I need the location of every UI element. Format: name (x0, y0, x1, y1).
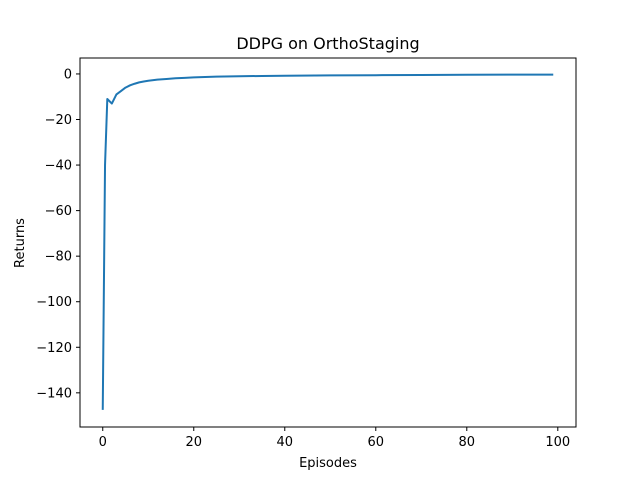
y-tick-label: −40 (45, 159, 72, 174)
y-tick-label: −100 (36, 295, 72, 310)
x-axis-label: Episodes (299, 456, 357, 471)
series-line (101, 73, 554, 410)
plot-area (101, 73, 554, 410)
x-tick-label: 40 (276, 435, 293, 450)
x-axis: 0 20 40 60 80 100 (99, 427, 570, 450)
x-tick-label: 0 (99, 435, 107, 450)
y-tick-label: −80 (45, 250, 72, 265)
x-tick-label: 60 (368, 435, 385, 450)
x-tick-label: 80 (459, 435, 476, 450)
y-tick-label: 0 (64, 67, 72, 82)
x-tick-label: 20 (185, 435, 202, 450)
axes-frame (79, 57, 577, 428)
chart-title: DDPG on OrthoStaging (236, 34, 419, 53)
x-tick-label: 100 (545, 435, 570, 450)
y-tick-label: −120 (36, 341, 72, 356)
y-tick-label: −60 (45, 204, 72, 219)
y-axis: 0 −20 −40 −60 −80 −100 −120 −140 (36, 67, 80, 401)
y-tick-label: −140 (36, 386, 72, 401)
y-axis-label: Returns (13, 218, 28, 268)
y-tick-label: −20 (45, 113, 72, 128)
